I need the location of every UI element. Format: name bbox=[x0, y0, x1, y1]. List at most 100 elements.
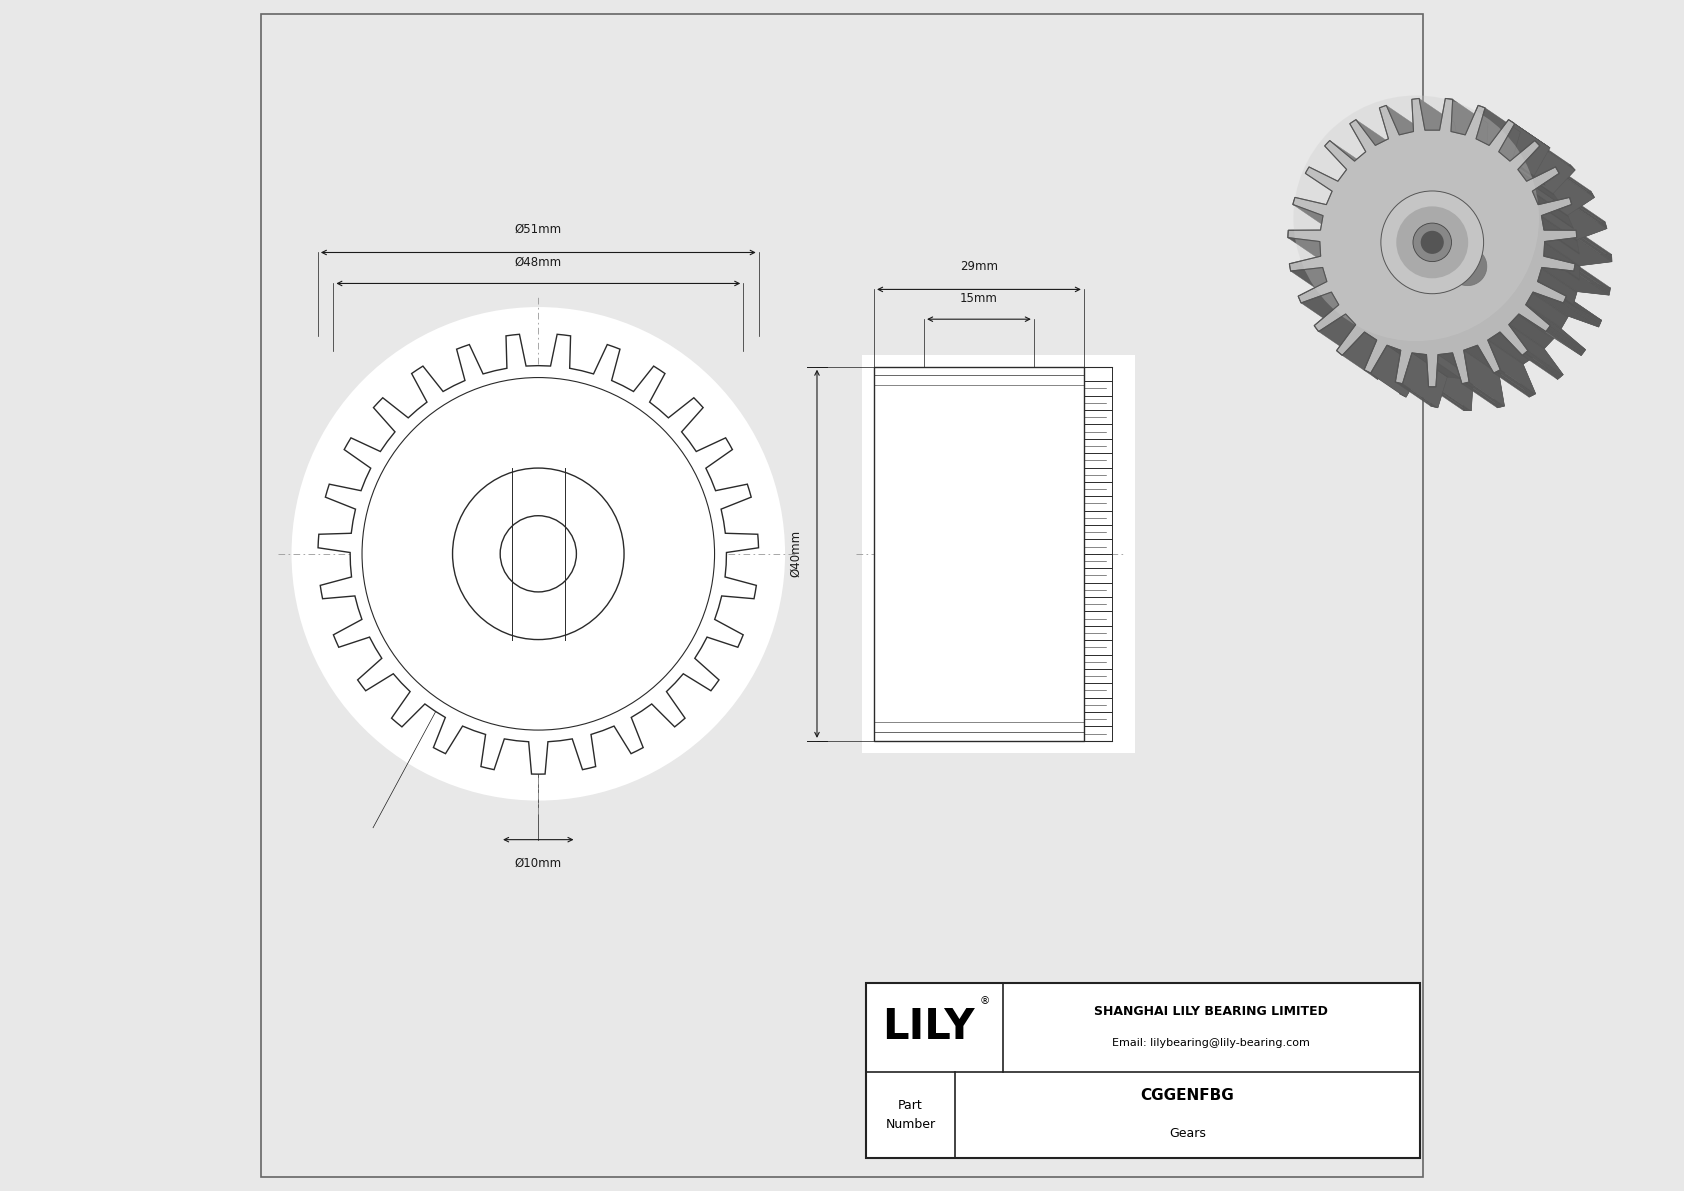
Polygon shape bbox=[1509, 161, 1546, 186]
Polygon shape bbox=[1575, 268, 1610, 295]
Polygon shape bbox=[1519, 170, 1561, 205]
Polygon shape bbox=[1541, 217, 1580, 252]
Polygon shape bbox=[1463, 350, 1500, 374]
Polygon shape bbox=[1526, 293, 1568, 328]
Text: 15mm: 15mm bbox=[960, 292, 999, 305]
Polygon shape bbox=[1440, 353, 1487, 379]
Circle shape bbox=[1421, 231, 1443, 254]
Polygon shape bbox=[1487, 339, 1524, 364]
Polygon shape bbox=[1431, 387, 1472, 411]
Polygon shape bbox=[866, 983, 1420, 1158]
Text: Ø51mm: Ø51mm bbox=[515, 223, 562, 236]
Polygon shape bbox=[1576, 230, 1612, 258]
Polygon shape bbox=[1436, 355, 1474, 411]
Circle shape bbox=[1396, 206, 1468, 279]
Polygon shape bbox=[1497, 369, 1536, 395]
Polygon shape bbox=[1544, 238, 1612, 266]
Polygon shape bbox=[1532, 292, 1598, 328]
Polygon shape bbox=[1462, 384, 1500, 407]
Polygon shape bbox=[1399, 350, 1436, 374]
Polygon shape bbox=[1356, 119, 1411, 169]
Polygon shape bbox=[1575, 263, 1610, 292]
Polygon shape bbox=[1546, 329, 1583, 356]
Polygon shape bbox=[1543, 268, 1610, 295]
Polygon shape bbox=[1342, 332, 1399, 380]
Polygon shape bbox=[1537, 269, 1576, 305]
Polygon shape bbox=[1526, 350, 1563, 378]
Polygon shape bbox=[1494, 372, 1532, 397]
Polygon shape bbox=[1544, 255, 1580, 280]
Circle shape bbox=[291, 307, 785, 800]
Polygon shape bbox=[1544, 229, 1580, 254]
Polygon shape bbox=[1532, 192, 1568, 217]
Polygon shape bbox=[1541, 205, 1607, 239]
Polygon shape bbox=[1465, 382, 1504, 407]
Polygon shape bbox=[862, 355, 1135, 753]
Polygon shape bbox=[1420, 99, 1460, 155]
Polygon shape bbox=[1477, 345, 1512, 369]
Polygon shape bbox=[1425, 355, 1462, 379]
Polygon shape bbox=[1526, 305, 1586, 350]
Polygon shape bbox=[1319, 314, 1381, 356]
Polygon shape bbox=[1532, 174, 1595, 216]
Polygon shape bbox=[1563, 300, 1600, 328]
Polygon shape bbox=[1571, 201, 1607, 229]
Polygon shape bbox=[1463, 350, 1504, 406]
Polygon shape bbox=[1509, 324, 1544, 349]
Polygon shape bbox=[1537, 280, 1573, 306]
Polygon shape bbox=[1477, 108, 1521, 163]
Polygon shape bbox=[1548, 325, 1586, 353]
Polygon shape bbox=[1330, 141, 1389, 186]
Text: SHANGHAI LILY BEARING LIMITED: SHANGHAI LILY BEARING LIMITED bbox=[1095, 1005, 1329, 1018]
Text: 29mm: 29mm bbox=[960, 260, 999, 273]
Polygon shape bbox=[1526, 304, 1561, 329]
Polygon shape bbox=[1489, 332, 1534, 363]
Polygon shape bbox=[1569, 198, 1607, 225]
Text: CGGENFBG: CGGENFBG bbox=[1140, 1089, 1234, 1103]
Polygon shape bbox=[1509, 314, 1553, 348]
Polygon shape bbox=[1288, 238, 1356, 266]
Text: Gears: Gears bbox=[1169, 1128, 1206, 1140]
Polygon shape bbox=[1386, 105, 1435, 160]
Polygon shape bbox=[1512, 121, 1549, 148]
Text: Ø10mm: Ø10mm bbox=[515, 856, 562, 869]
Polygon shape bbox=[1534, 141, 1573, 167]
Polygon shape bbox=[1293, 205, 1359, 239]
Text: Ø48mm: Ø48mm bbox=[515, 256, 562, 269]
Polygon shape bbox=[1576, 233, 1612, 262]
Polygon shape bbox=[1371, 345, 1423, 397]
Polygon shape bbox=[1428, 387, 1467, 411]
Polygon shape bbox=[1522, 353, 1561, 380]
Polygon shape bbox=[1324, 123, 1612, 411]
Polygon shape bbox=[1411, 353, 1448, 378]
Polygon shape bbox=[1499, 151, 1534, 176]
Text: Ø40mm: Ø40mm bbox=[790, 530, 802, 578]
Polygon shape bbox=[1509, 325, 1563, 375]
Polygon shape bbox=[1556, 167, 1593, 194]
Polygon shape bbox=[1388, 345, 1435, 374]
Text: LILY: LILY bbox=[882, 1006, 975, 1048]
Polygon shape bbox=[1558, 170, 1595, 198]
Polygon shape bbox=[318, 335, 758, 774]
Polygon shape bbox=[1396, 382, 1435, 407]
Polygon shape bbox=[1403, 353, 1447, 407]
Text: Part
Number: Part Number bbox=[886, 1099, 936, 1130]
Polygon shape bbox=[1564, 297, 1601, 324]
Circle shape bbox=[1448, 248, 1487, 286]
Circle shape bbox=[1416, 216, 1519, 318]
Polygon shape bbox=[1290, 268, 1357, 295]
Polygon shape bbox=[1532, 292, 1568, 317]
Polygon shape bbox=[1500, 152, 1544, 185]
Polygon shape bbox=[1537, 143, 1575, 170]
Text: Email: lilybearing@lily-bearing.com: Email: lilybearing@lily-bearing.com bbox=[1111, 1037, 1310, 1048]
Polygon shape bbox=[1517, 146, 1575, 194]
Polygon shape bbox=[1367, 372, 1406, 397]
Polygon shape bbox=[1487, 341, 1536, 394]
Polygon shape bbox=[1452, 353, 1489, 378]
Polygon shape bbox=[1399, 384, 1438, 407]
Polygon shape bbox=[1413, 353, 1460, 379]
Polygon shape bbox=[1532, 192, 1573, 227]
Polygon shape bbox=[1288, 99, 1576, 387]
Polygon shape bbox=[1302, 292, 1367, 328]
Polygon shape bbox=[1499, 124, 1549, 176]
